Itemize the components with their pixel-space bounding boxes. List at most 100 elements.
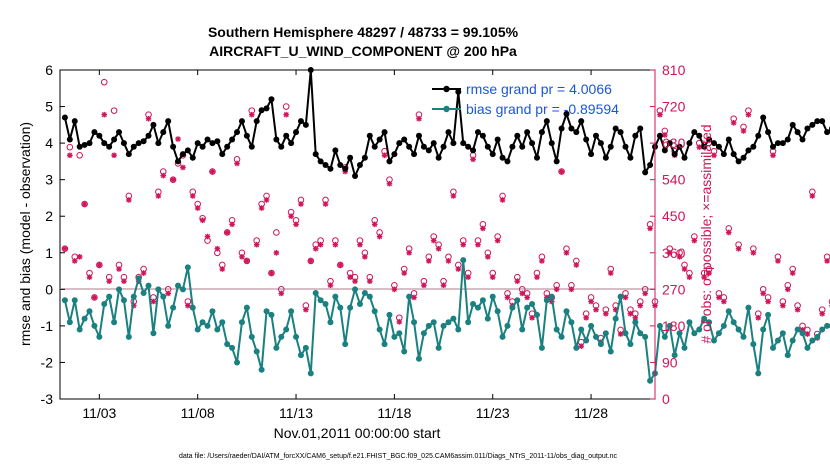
obs-assimilated-marker <box>465 274 471 280</box>
bias-data-point <box>391 334 397 340</box>
obs-assimilated-marker <box>313 246 319 252</box>
bias-data-point <box>441 323 447 329</box>
obs-assimilated-marker <box>475 242 481 248</box>
bias-data-point <box>347 305 353 311</box>
bias-data-point <box>195 327 201 333</box>
obs-assimilated-marker <box>146 116 152 122</box>
bias-data-point <box>205 323 211 329</box>
rmse-data-point <box>367 133 373 139</box>
rmse-data-point <box>386 158 392 164</box>
rmse-data-point <box>72 118 78 124</box>
rmse-data-point <box>244 133 250 139</box>
rmse-data-point <box>445 129 451 135</box>
rmse-data-point <box>524 129 530 135</box>
x-tick-label: 11/28 <box>574 405 608 421</box>
rmse-data-point <box>308 67 314 73</box>
bias-data-point <box>814 334 820 340</box>
obs-assimilated-marker <box>323 201 329 207</box>
bias-data-point <box>770 345 776 351</box>
obs-assimilated-marker <box>687 274 693 280</box>
obs-assimilated-marker <box>431 238 437 244</box>
rmse-data-point <box>126 151 132 157</box>
bias-data-point <box>180 286 186 292</box>
obs-assimilated-marker <box>726 230 732 236</box>
bias-data-point <box>131 294 137 300</box>
obs-assimilated-marker <box>524 295 530 301</box>
obs-assimilated-marker <box>780 303 786 309</box>
obs-assimilated-marker <box>736 246 742 252</box>
bias-data-point <box>445 319 451 325</box>
obs-assimilated-marker <box>288 213 294 219</box>
bias-data-point <box>731 319 737 325</box>
bias-data-point <box>745 305 751 311</box>
obs-assimilated-marker <box>618 331 624 337</box>
bias-data-point <box>598 341 604 347</box>
y-left-tick-label: 2 <box>45 208 53 224</box>
obs-assimilated-marker <box>259 205 265 211</box>
obs-assimilated-marker <box>539 258 545 264</box>
rmse-data-point <box>62 115 68 121</box>
obs-assimilated-marker <box>588 299 594 305</box>
bias-data-point <box>741 334 747 340</box>
bias-data-point <box>682 345 688 351</box>
obs-assimilated-marker <box>229 222 235 228</box>
obs-assimilated-marker <box>111 152 117 158</box>
bias-data-point <box>519 327 525 333</box>
obs-assimilated-marker <box>269 270 275 276</box>
obs-assimilated-marker <box>165 291 171 297</box>
bias-data-point <box>613 316 619 322</box>
bias-data-point <box>67 319 73 325</box>
bias-data-point <box>514 297 520 303</box>
obs-assimilated-marker <box>637 303 643 309</box>
chart-title-line2: AIRCRAFT_U_WIND_COMPONENT @ 200 hPa <box>209 43 517 59</box>
obs-assimilated-marker <box>357 242 363 248</box>
rmse-data-point <box>347 155 353 161</box>
bias-data-point <box>170 305 176 311</box>
obs-assimilated-marker <box>485 254 491 260</box>
bias-data-point <box>372 308 378 314</box>
y-left-tick-label: 1 <box>45 245 53 261</box>
bias-data-point <box>91 323 97 329</box>
rmse-data-point <box>450 140 456 146</box>
bias-data-point <box>337 305 343 311</box>
obs-assimilated-marker <box>195 205 201 211</box>
bias-data-point <box>524 305 530 311</box>
rmse-data-point <box>382 129 388 135</box>
bias-data-point <box>200 319 206 325</box>
obs-assimilated-marker <box>554 287 560 293</box>
bias-data-point <box>785 352 791 358</box>
rmse-data-point <box>613 125 619 131</box>
obs-assimilated-marker <box>515 278 521 284</box>
bias-data-point <box>165 323 171 329</box>
obs-assimilated-marker <box>731 120 737 126</box>
obs-assimilated-marker <box>333 242 339 248</box>
obs-assimilated-marker <box>308 258 314 264</box>
rmse-data-point <box>608 144 614 150</box>
bias-data-point <box>209 308 215 314</box>
rmse-data-point <box>214 138 220 144</box>
rmse-data-point <box>559 125 565 131</box>
rmse-data-point <box>741 155 747 161</box>
rmse-data-point <box>283 133 289 139</box>
rmse-data-point <box>736 158 742 164</box>
bias-data-point <box>647 378 653 384</box>
chart-title-line1: Southern Hemisphere 48297 / 48733 = 99.1… <box>208 24 519 40</box>
obs-assimilated-marker <box>721 299 727 305</box>
obs-assimilated-marker <box>805 331 811 337</box>
bias-data-point <box>465 319 471 325</box>
rmse-data-point <box>155 140 161 146</box>
bias-data-point <box>146 283 152 289</box>
obs-assimilated-marker <box>160 173 166 179</box>
obs-assimilated-marker <box>210 169 216 175</box>
rmse-data-point <box>760 115 766 121</box>
obs-assimilated-marker <box>126 197 132 203</box>
rmse-data-point <box>239 118 245 124</box>
obs-assimilated-marker <box>490 274 496 280</box>
y-left-tick-label: 3 <box>45 172 53 188</box>
obs-assimilated-marker <box>795 307 801 313</box>
bias-data-point <box>809 338 815 344</box>
obs-assimilated-marker <box>534 274 540 280</box>
bias-data-point <box>544 297 550 303</box>
bias-data-point <box>82 316 88 322</box>
obs-assimilated-marker <box>436 246 442 252</box>
